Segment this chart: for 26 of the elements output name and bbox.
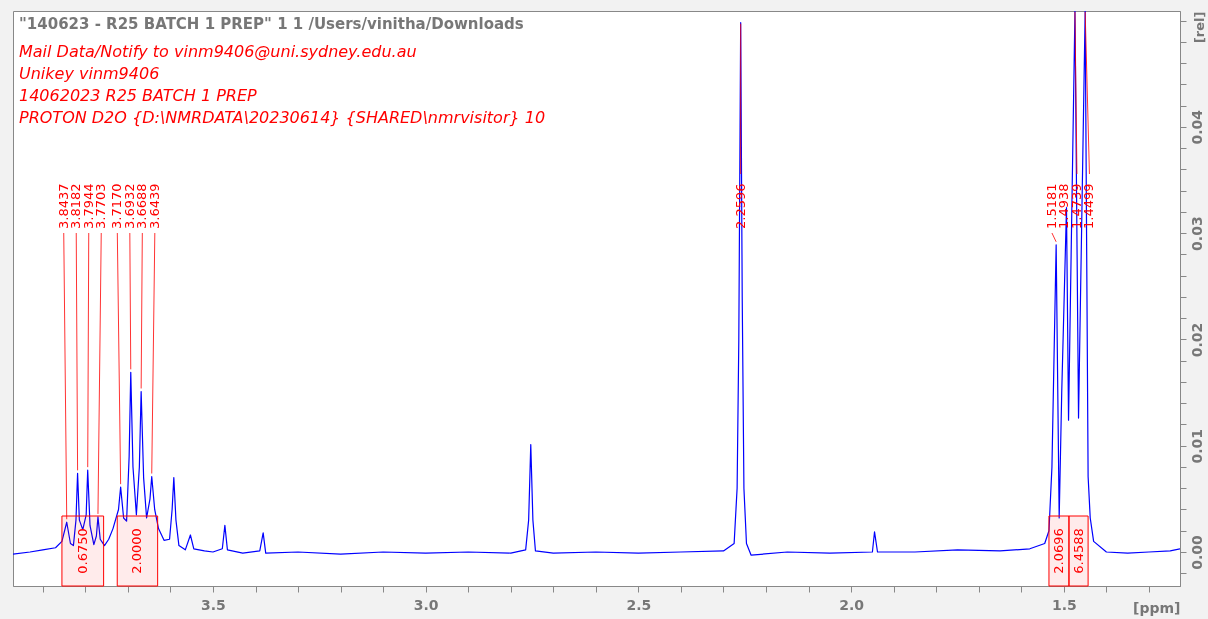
x-tick-label: 3.0 [413, 596, 439, 613]
chart-title: "140623 - R25 BATCH 1 PREP" 1 1 /Users/vinitha/Downloads [19, 15, 524, 33]
annotation: 14062023 R25 BATCH 1 PREP [19, 86, 258, 105]
x-tick-label: 2.0 [839, 596, 865, 613]
annotation: PROTON D2O {D:\NMRDATA\20230614} {SHARED\nmrvisitor} 10 [19, 108, 546, 127]
band-label: 0.6750 [74, 528, 90, 574]
annotation: 3.8437 [55, 183, 71, 229]
y-tick-label: 0.03 [1188, 216, 1205, 251]
y-axis-title: [rel] [1191, 11, 1207, 44]
annotation: Mail Data/Notify to vinm9406@uni.sydney.edu.au [19, 42, 417, 61]
x-axis-title: [ppm] [1133, 599, 1181, 616]
x-tick-label: 2.5 [626, 596, 652, 613]
annotation: 3.7703 [93, 183, 109, 229]
annotation: 1.5181 [1043, 183, 1059, 229]
annotation: 1.4499 [1081, 183, 1097, 229]
annotation: 2.2596 [732, 183, 748, 229]
band-label: 2.0696 [1050, 528, 1066, 574]
y-tick-label: 0.00 [1188, 534, 1205, 570]
x-tick-label: 1.5 [1051, 596, 1077, 613]
y-tick-label: 0.04 [1188, 109, 1205, 145]
y-tick-label: 0.02 [1188, 322, 1205, 358]
band-label: 6.4588 [1070, 528, 1086, 574]
band-label: 2.0000 [129, 528, 145, 574]
annotation: Unikey vinm9406 [19, 64, 160, 83]
x-tick-label: 3.5 [201, 596, 226, 613]
y-tick-label: 0.01 [1188, 428, 1205, 464]
